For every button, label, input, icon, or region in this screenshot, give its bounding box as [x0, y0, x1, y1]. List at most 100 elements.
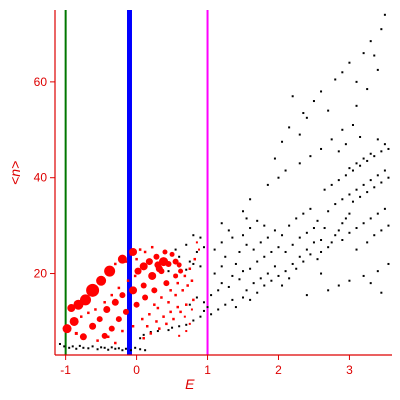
data-point	[380, 229, 383, 232]
data-point	[74, 331, 78, 335]
data-point	[213, 272, 216, 275]
data-point	[217, 289, 220, 292]
data-point	[312, 227, 315, 230]
data-point	[337, 229, 340, 232]
data-point	[178, 255, 181, 258]
data-point	[154, 261, 162, 269]
data-point	[220, 241, 223, 244]
data-point	[298, 162, 301, 165]
data-point	[199, 236, 202, 239]
data-point	[210, 313, 213, 316]
data-point	[234, 306, 237, 309]
data-point	[117, 254, 127, 264]
data-point	[224, 255, 227, 258]
data-point	[263, 284, 266, 287]
data-point	[383, 13, 386, 16]
data-point	[266, 272, 269, 275]
data-point	[126, 279, 130, 282]
data-point	[67, 304, 76, 313]
data-point	[366, 241, 369, 244]
data-point	[387, 176, 390, 179]
data-point	[195, 250, 198, 253]
data-point	[337, 179, 340, 182]
data-point	[185, 303, 188, 306]
data-point	[165, 260, 172, 267]
data-point	[320, 90, 323, 93]
data-point	[174, 248, 177, 251]
data-point	[380, 181, 383, 184]
data-point	[327, 210, 330, 213]
data-point	[178, 268, 184, 274]
data-point	[277, 176, 280, 179]
data-point	[160, 296, 163, 299]
data-point	[337, 284, 340, 287]
data-point	[309, 155, 312, 158]
data-point	[348, 231, 351, 234]
x-axis-label: E	[185, 376, 195, 392]
data-point	[190, 308, 193, 311]
data-point	[256, 219, 259, 222]
x-tick-label: -1	[60, 363, 71, 377]
data-point	[58, 342, 61, 345]
data-point	[151, 287, 158, 294]
data-point	[270, 250, 273, 253]
data-point	[139, 262, 148, 271]
data-point	[185, 243, 188, 246]
data-point	[380, 28, 383, 31]
data-point	[117, 286, 121, 290]
data-point	[87, 311, 90, 315]
data-point	[199, 265, 202, 268]
data-point	[110, 293, 114, 297]
data-point	[249, 198, 252, 201]
data-point	[202, 301, 205, 304]
data-point	[165, 322, 168, 326]
data-point	[231, 236, 234, 239]
data-point	[330, 241, 333, 244]
data-point	[327, 109, 330, 112]
data-point	[376, 68, 379, 71]
data-point	[122, 308, 129, 315]
data-point	[188, 267, 192, 270]
data-point	[198, 248, 201, 251]
data-point	[179, 310, 182, 314]
axes	[54, 10, 392, 356]
data-point	[142, 336, 145, 340]
data-point	[387, 147, 390, 150]
data-point	[376, 174, 379, 177]
data-point	[295, 267, 298, 270]
y-axis-label: <n>	[7, 161, 23, 185]
data-point	[334, 78, 337, 81]
data-point	[79, 333, 87, 341]
data-point	[387, 262, 390, 265]
data-point	[155, 320, 158, 323]
data-point	[288, 224, 291, 227]
data-point	[305, 294, 308, 297]
data-point	[320, 239, 323, 241]
data-point	[220, 222, 223, 225]
data-point	[195, 241, 198, 244]
data-point	[355, 188, 358, 191]
data-point	[188, 260, 191, 263]
data-point	[94, 308, 97, 311]
data-point	[114, 347, 117, 350]
data-point	[115, 316, 122, 323]
data-point	[68, 346, 71, 349]
data-point	[334, 203, 337, 206]
data-point	[143, 250, 147, 254]
data-point	[114, 341, 117, 345]
data-point	[320, 147, 323, 150]
data-point	[124, 260, 128, 263]
data-point	[359, 195, 362, 198]
data-point	[121, 349, 124, 352]
data-point	[167, 301, 170, 304]
data-point	[242, 270, 245, 273]
data-point	[96, 348, 99, 351]
data-point	[148, 313, 151, 316]
data-point	[362, 274, 365, 277]
data-point	[341, 128, 344, 131]
data-point	[249, 227, 252, 230]
data-point	[206, 306, 209, 309]
data-point	[344, 174, 347, 177]
data-point	[366, 88, 369, 91]
data-point	[366, 159, 369, 162]
